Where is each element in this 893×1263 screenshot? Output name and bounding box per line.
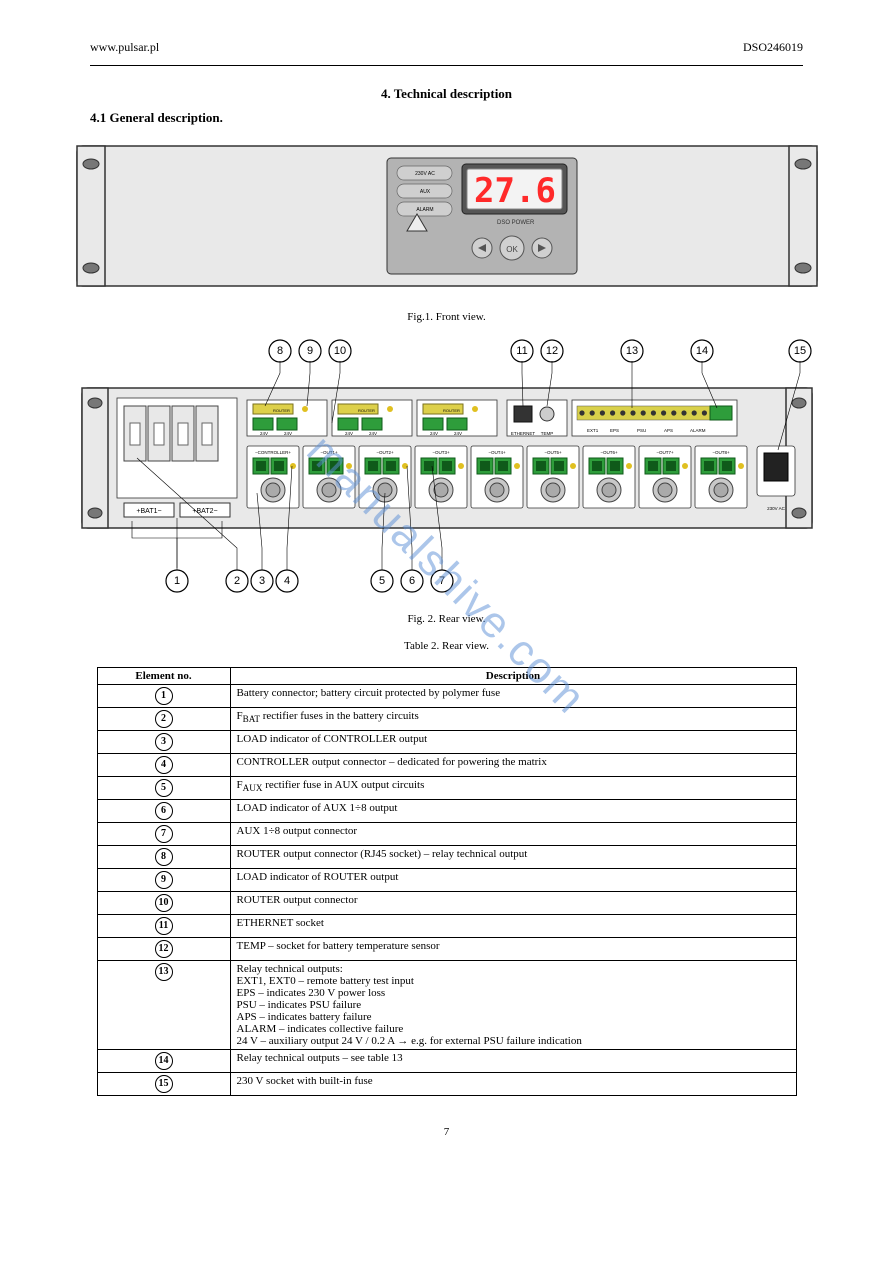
svg-text:ROUTER: ROUTER: [358, 408, 375, 413]
table-row: 13Relay technical outputs:EXT1, EXT0 – r…: [97, 961, 796, 1050]
table-header-el: Element no.: [97, 668, 230, 685]
svg-text:230V AC: 230V AC: [767, 506, 786, 511]
table-row: 14Relay technical outputs – see table 13: [97, 1050, 796, 1073]
svg-text:−CONTROLLER+: −CONTROLLER+: [254, 450, 290, 455]
svg-text:EXT1: EXT1: [587, 428, 599, 433]
svg-text:PSU: PSU: [637, 428, 646, 433]
btn-aux-label: AUX: [419, 189, 430, 195]
header-rule: [90, 65, 803, 66]
bat1-label: +BAT1−: [136, 508, 161, 515]
svg-text:24V: 24V: [283, 431, 291, 436]
svg-text:24V: 24V: [259, 431, 267, 436]
table-row: 11ETHERNET socket: [97, 915, 796, 938]
svg-text:13: 13: [625, 345, 637, 357]
table-header-desc: Description: [230, 668, 796, 685]
svg-text:EPS: EPS: [610, 428, 619, 433]
btn-230v-label: 230V AC: [415, 171, 435, 177]
table-row: 5FAUX rectifier fuse in AUX output circu…: [97, 777, 796, 800]
fig2-caption: Fig. 2. Rear view.: [60, 613, 833, 625]
svg-text:−OUT4+: −OUT4+: [488, 450, 506, 455]
svg-text:ALARM: ALARM: [690, 428, 706, 433]
table-row: 6LOAD indicator of AUX 1÷8 output: [97, 800, 796, 823]
btn-alarm-label: ALARM: [416, 207, 433, 213]
svg-text:TEMP: TEMP: [540, 431, 553, 436]
section-title: 4. Technical description: [60, 86, 833, 102]
header-right: DSO246019: [743, 40, 803, 55]
table-row: 3LOAD indicator of CONTROLLER output: [97, 731, 796, 754]
svg-text:24V: 24V: [453, 431, 461, 436]
header-left: www.pulsar.pl: [90, 40, 159, 55]
table-caption: Table 2. Rear view.: [60, 640, 833, 652]
svg-text:APS: APS: [664, 428, 673, 433]
svg-text:−OUT7+: −OUT7+: [656, 450, 674, 455]
table-row: 1Battery connector; battery circuit prot…: [97, 685, 796, 708]
svg-text:2: 2: [233, 575, 239, 587]
table-row: 9LOAD indicator of ROUTER output: [97, 869, 796, 892]
table-row: 12TEMP – socket for battery temperature …: [97, 938, 796, 961]
svg-text:24V: 24V: [368, 431, 376, 436]
svg-text:9: 9: [306, 345, 312, 357]
svg-text:−OUT8+: −OUT8+: [712, 450, 730, 455]
svg-text:−OUT5+: −OUT5+: [544, 450, 562, 455]
svg-text:ETHERNET: ETHERNET: [510, 431, 535, 436]
svg-text:−OUT2+: −OUT2+: [376, 450, 394, 455]
brand-line: DSO POWER: [497, 220, 535, 226]
svg-text:5: 5: [378, 575, 384, 587]
fig1-caption: Fig.1. Front view.: [60, 311, 833, 323]
svg-text:ROUTER: ROUTER: [273, 408, 290, 413]
svg-text:12: 12: [545, 345, 557, 357]
description-table: Element no. Description 1Battery connect…: [97, 667, 797, 1096]
svg-text:1: 1: [173, 575, 179, 587]
fig1-front-panel: 230V AC AUX ALARM DSO POWER 27.6 OK: [60, 136, 833, 301]
section-sub-41: 4.1 General description.: [90, 110, 803, 126]
lcd-value: 27.6: [474, 171, 556, 211]
svg-text:6: 6: [408, 575, 414, 587]
page-number: 7: [60, 1126, 833, 1138]
svg-text:7: 7: [438, 575, 444, 587]
svg-text:11: 11: [516, 345, 527, 357]
svg-text:15: 15: [793, 345, 805, 357]
svg-text:ROUTER: ROUTER: [443, 408, 460, 413]
table-row: 10ROUTER output connector: [97, 892, 796, 915]
svg-text:3: 3: [258, 575, 264, 587]
table-row: 8ROUTER output connector (RJ45 socket) –…: [97, 846, 796, 869]
svg-text:14: 14: [695, 345, 707, 357]
svg-text:24V: 24V: [429, 431, 437, 436]
fig2-rear-panel: 89101112131415 +BAT1− +BAT2−: [60, 338, 833, 603]
svg-text:−OUT6+: −OUT6+: [600, 450, 618, 455]
svg-text:−OUT3+: −OUT3+: [432, 450, 450, 455]
table-row: 4CONTROLLER output connector – dedicated…: [97, 754, 796, 777]
table-row: 7AUX 1÷8 output connector: [97, 823, 796, 846]
table-row: 15230 V socket with built-in fuse: [97, 1073, 796, 1096]
svg-text:8: 8: [276, 345, 282, 357]
svg-text:−OUT1+: −OUT1+: [320, 450, 338, 455]
svg-text:24V: 24V: [344, 431, 352, 436]
svg-text:10: 10: [333, 345, 345, 357]
svg-text:OK: OK: [506, 245, 518, 254]
table-row: 2FBAT rectifier fuses in the battery cir…: [97, 708, 796, 731]
svg-text:4: 4: [283, 575, 289, 587]
